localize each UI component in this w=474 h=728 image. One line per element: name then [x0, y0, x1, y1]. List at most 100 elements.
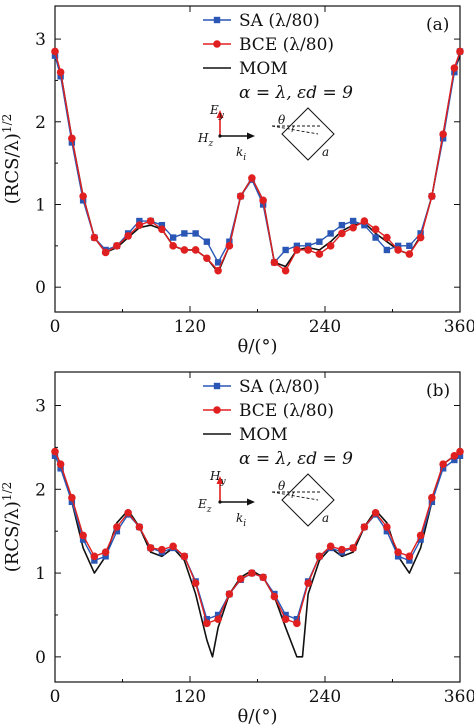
scatterer-square-b [281, 473, 335, 527]
legend-square-marker-a [213, 16, 221, 24]
bce-point-a [416, 233, 425, 242]
sa-point-a [136, 217, 143, 225]
bce-point-b [293, 619, 301, 628]
bce-point-b [146, 544, 155, 552]
legend-b: SA (λ/80) BCE (λ/80) MOM α = λ, εd = 9 [203, 377, 353, 469]
legend-circle-marker-a [213, 40, 221, 48]
legend-label-b: MOM [239, 425, 288, 445]
x-tick-label-a: 360 [444, 317, 474, 337]
bce-point-b [304, 579, 312, 587]
series-line-b-0 [54, 455, 461, 620]
sa-point-a [192, 230, 199, 237]
bce-point-b [214, 615, 222, 623]
bce-point-b [371, 508, 380, 517]
bce-point-b [191, 579, 200, 587]
bce-point-b [270, 592, 279, 601]
bce-point-b [349, 544, 357, 552]
sa-point-a [349, 217, 357, 225]
bce-point-b [158, 545, 166, 554]
legend-circle-marker-b [213, 406, 221, 414]
bce-point-a [439, 130, 447, 138]
bce-point-b [236, 575, 245, 583]
bce-point-a [146, 217, 155, 225]
bce-point-a [293, 246, 301, 254]
bce-point-b [79, 531, 87, 540]
bce-point-a [90, 233, 99, 242]
sa-point-b [428, 498, 436, 506]
x-tick-label-b: 0 [50, 687, 61, 707]
x-axis-label-a: θ/(°) [238, 336, 278, 357]
inset-label-side-a: a [322, 145, 329, 159]
angle-arc-b [291, 491, 295, 499]
bce-point-b [180, 552, 189, 561]
bce-point-b [338, 545, 346, 554]
y-tick-label-b: 0 [35, 648, 46, 668]
bce-point-b [456, 447, 464, 456]
x-tick-label-a: 240 [309, 317, 341, 337]
sa-point-a [372, 234, 379, 241]
bce-point-a [101, 248, 110, 257]
bce-point-b [428, 493, 436, 502]
plot-area-a [51, 47, 464, 275]
angle-ray-b [271, 491, 319, 501]
legend-note-a: α = λ, εd = 9 [239, 83, 353, 103]
sa-point-b [406, 557, 413, 564]
y-tick-label-b: 2 [35, 480, 46, 500]
inset-label-side-b: a [322, 511, 329, 525]
sa-point-b [68, 498, 76, 506]
panel-label-a: (a) [426, 15, 449, 35]
legend-a: SA (λ/80) BCE (λ/80) MOM α = λ, εd = 9 [203, 11, 353, 103]
plot-area-b [51, 447, 464, 658]
sa-point-a [293, 242, 301, 250]
inset-label-theta-a: θ [278, 113, 286, 127]
sa-point-b [214, 611, 222, 619]
inset-label-theta-b: θ [278, 479, 286, 493]
x-tick-label-a: 0 [50, 317, 61, 337]
inset-label-wavevector-a: ki [236, 145, 246, 163]
origin-dot-b [218, 500, 222, 504]
y-axis-label-b: (RCS/λ)1/2 [0, 482, 23, 573]
sa-point-a [417, 230, 424, 237]
bce-point-b [439, 460, 447, 468]
bce-point-a [450, 64, 459, 72]
sa-point-a [79, 197, 87, 204]
bce-point-a [158, 225, 166, 234]
sa-point-b [451, 456, 458, 464]
sa-point-a [68, 139, 76, 146]
bce-point-a [371, 225, 380, 234]
sa-point-b [282, 611, 289, 619]
sa-point-a [406, 242, 413, 250]
bce-point-a [169, 242, 177, 250]
sa-point-b [439, 465, 447, 472]
bce-point-a [338, 229, 346, 238]
y-tick-label-a: 2 [35, 113, 46, 133]
bce-point-a [428, 192, 436, 201]
bce-point-b [68, 493, 76, 502]
sa-point-b [203, 615, 211, 623]
x-tick-label-a: 120 [174, 317, 206, 337]
inset-diagram-b: Hy Ez ki θ a [197, 469, 335, 529]
sa-point-a [361, 221, 368, 229]
inset-diagram-a: Ey Hz ki θ a [197, 103, 335, 163]
bce-point-b [416, 531, 425, 540]
bce-point-a [281, 266, 290, 275]
panel-label-b: (b) [426, 381, 450, 401]
bce-point-a [214, 266, 222, 275]
series-line-b-1 [54, 451, 461, 625]
bce-point-a [326, 242, 335, 250]
legend-label-a: MOM [239, 59, 288, 79]
scatterer-square-a [281, 107, 335, 161]
bce-point-b [113, 523, 121, 531]
bce-point-b [90, 552, 99, 561]
bce-point-b [315, 552, 324, 561]
bce-point-b [450, 451, 459, 460]
legend-label-b: BCE (λ/80) [239, 401, 334, 421]
sa-point-b [57, 465, 64, 472]
bce-point-b [101, 548, 110, 556]
sa-point-b [79, 536, 87, 543]
bce-point-b [135, 523, 144, 531]
y-tick-label-a: 1 [35, 195, 46, 215]
ticks-b: 0 120 240 360 0 1 2 3 [35, 372, 474, 707]
sa-point-a [181, 230, 188, 237]
sa-point-b [456, 452, 464, 459]
